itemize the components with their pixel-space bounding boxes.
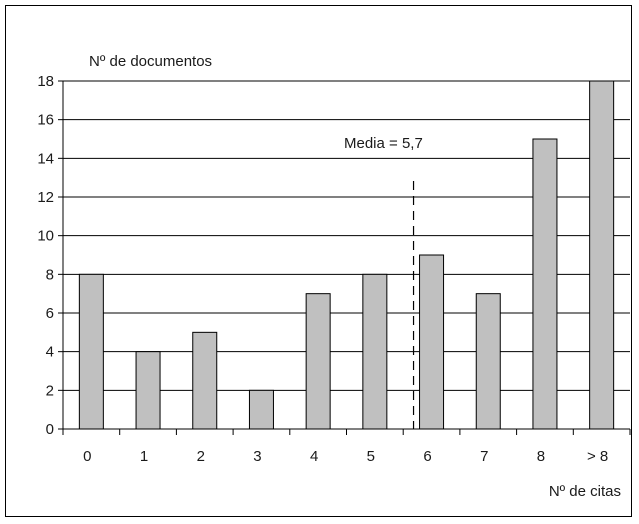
x-tick-label: 0: [83, 448, 91, 465]
bar: [305, 293, 331, 430]
axes: [62, 81, 630, 430]
bars: [78, 80, 615, 430]
y-tick-label: 14: [37, 150, 54, 167]
x-tick-label: 6: [423, 448, 431, 465]
bar: [192, 331, 218, 430]
y-tick-label: 6: [46, 305, 54, 322]
y-tick-label: 16: [37, 112, 54, 129]
y-tick-label: 4: [46, 344, 54, 361]
x-axis-label: Nº de citas: [549, 483, 621, 500]
y-tick-label: 10: [37, 228, 54, 245]
x-tick-label: 7: [480, 448, 488, 465]
y-tick-label: 12: [37, 189, 54, 206]
bar: [135, 351, 161, 430]
bar: [248, 389, 274, 430]
x-tick-label: > 8: [587, 448, 608, 465]
y-tick-label: 0: [46, 421, 54, 438]
bar: [475, 293, 501, 430]
y-tick-label: 8: [46, 266, 54, 283]
x-tick-label: 4: [310, 448, 318, 465]
x-tick-label: 1: [140, 448, 148, 465]
bar: [532, 138, 558, 430]
chart-frame: [5, 5, 632, 517]
x-tick-label: 5: [367, 448, 375, 465]
y-tick-labels: 0 2 4 6 8 10 12 14 16 18: [37, 73, 54, 438]
x-tick-labels: 0 1 2 3 4 5 6 7 8 > 8: [83, 448, 608, 465]
bar: [589, 80, 615, 430]
y-tick-label: 18: [37, 73, 54, 90]
y-tick-label: 2: [46, 382, 54, 399]
bar: [78, 273, 104, 430]
y-axis-label: Nº de documentos: [89, 53, 212, 70]
mean-label: Media = 5,7: [344, 135, 423, 152]
bar: [362, 273, 388, 430]
x-tick-label: 8: [537, 448, 545, 465]
x-tick-label: 3: [253, 448, 261, 465]
bar: [419, 254, 445, 430]
x-tick-label: 2: [197, 448, 205, 465]
